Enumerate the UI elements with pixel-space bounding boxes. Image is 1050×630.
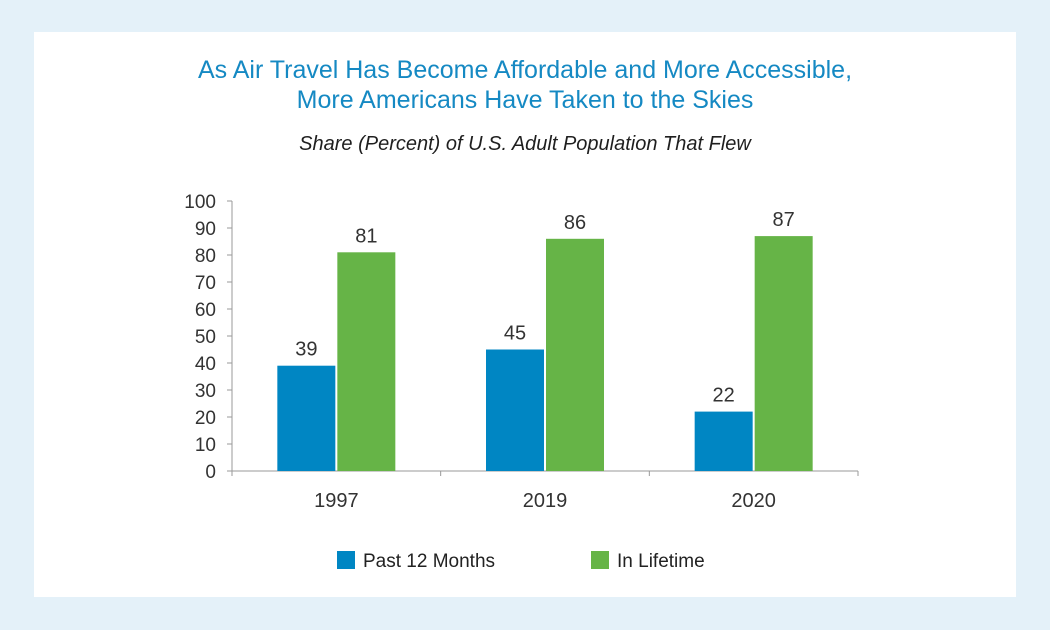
- chart-subtitle: Share (Percent) of U.S. Adult Population…: [299, 133, 751, 155]
- y-tick-label: 100: [184, 192, 216, 213]
- chart-title: As Air Travel Has Become Affordable and …: [0, 55, 1050, 115]
- bar-past-12-months-1997: [277, 365, 336, 471]
- y-tick-label: 70: [195, 273, 216, 294]
- y-tick-label: 40: [195, 354, 216, 375]
- bar-in-lifetime-2020: [754, 236, 813, 471]
- data-label: 39: [295, 339, 317, 361]
- chart-legend: Past 12 Months In Lifetime: [337, 551, 705, 572]
- chart-bars: [277, 236, 813, 471]
- y-tick-label: 80: [195, 246, 216, 267]
- data-label: 45: [504, 323, 526, 345]
- y-tick-label: 0: [205, 462, 216, 483]
- bar-in-lifetime-2019: [546, 238, 604, 471]
- data-label: 86: [564, 212, 586, 234]
- bar-past-12-months-2020: [694, 411, 753, 471]
- chart-title-line-2: More Americans Have Taken to the Skies: [296, 86, 754, 114]
- legend-label: In Lifetime: [617, 551, 705, 572]
- x-category-label: 2020: [731, 490, 776, 512]
- y-tick-label: 10: [195, 435, 216, 456]
- y-tick-label: 20: [195, 408, 216, 429]
- legend-swatch: [591, 551, 609, 569]
- chart-axes: 0 10 20 30 40 50 60 70 80 90 100 1997 2019 2020: [184, 192, 859, 512]
- y-tick-label: 60: [195, 300, 216, 321]
- chart-card: [34, 32, 1016, 597]
- bar-in-lifetime-1997: [337, 252, 396, 471]
- y-tick-label: 30: [195, 381, 216, 402]
- legend-label: Past 12 Months: [363, 551, 495, 572]
- bar-past-12-months-2019: [486, 349, 544, 471]
- y-tick-label: 50: [195, 327, 216, 348]
- data-label: 81: [355, 225, 377, 247]
- data-label: 22: [713, 385, 735, 407]
- x-category-label: 1997: [314, 490, 359, 512]
- chart-data-labels: 39 81 45 86 22 87: [295, 209, 795, 407]
- x-category-label: 2019: [523, 490, 568, 512]
- legend-swatch: [337, 551, 355, 569]
- chart-title-line-1: As Air Travel Has Become Affordable and …: [197, 56, 853, 84]
- y-tick-label: 90: [195, 219, 216, 240]
- data-label: 87: [773, 209, 795, 231]
